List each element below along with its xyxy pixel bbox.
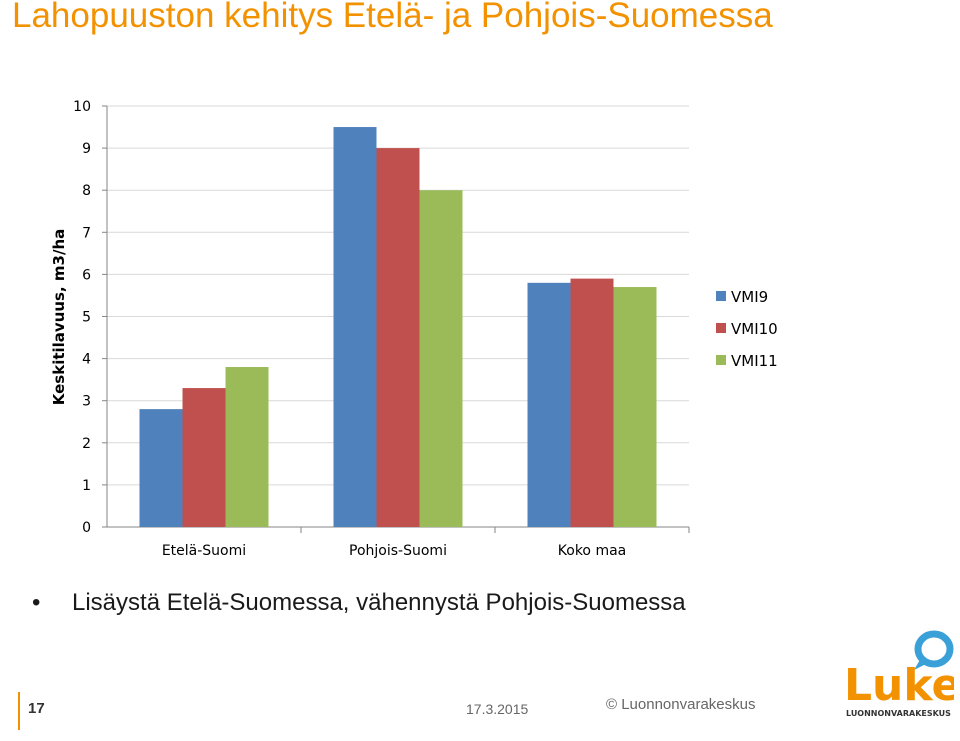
bar-chart: 0 1 2 3 4 5 6 7 8 9 10 Etelä-Suomi Pohjois-Suomi Kok… xyxy=(50,99,778,559)
bar-vmi10-2 xyxy=(570,278,614,527)
category-label: Etelä-Suomi xyxy=(162,543,246,559)
legend-swatch xyxy=(716,291,726,301)
legend-label: VMI10 xyxy=(731,320,778,338)
legend-swatch xyxy=(716,323,726,333)
bar-vmi11-1 xyxy=(419,190,463,527)
logo-subtitle: LUONNONVARAKESKUS xyxy=(846,709,951,718)
footer-date: 17.3.2015 xyxy=(466,701,529,717)
category-labels: Etelä-Suomi Pohjois-Suomi Koko maa xyxy=(162,543,626,559)
y-tick-label: 7 xyxy=(82,225,91,241)
speech-bubble-icon xyxy=(914,630,954,670)
bullet-point: • Lisäystä Etelä-Suomessa, vähennystä Poh… xyxy=(32,589,686,617)
y-tick-label: 8 xyxy=(82,183,91,199)
luke-logo: Luke LUONNONVARAKESKUS xyxy=(844,630,954,718)
y-tick-label: 5 xyxy=(82,310,91,326)
y-tick-labels: 0 1 2 3 4 5 6 7 8 9 10 xyxy=(73,99,91,536)
footer-divider xyxy=(18,692,20,730)
legend: VMI9 VMI10 VMI11 xyxy=(716,288,778,370)
logo-word: Luke xyxy=(844,660,954,711)
y-tick-label: 9 xyxy=(82,141,91,157)
bullet-text: Lisäystä Etelä-Suomessa, vähennystä Pohj… xyxy=(72,589,686,616)
bar-vmi10-1 xyxy=(376,148,420,527)
category-label: Pohjois-Suomi xyxy=(349,543,447,559)
y-tick-label: 3 xyxy=(82,394,91,410)
y-tick-label: 0 xyxy=(82,520,91,536)
y-tick-label: 2 xyxy=(82,436,91,452)
y-tick-label: 4 xyxy=(82,352,91,368)
bar-vmi9-0 xyxy=(139,409,183,527)
bar-vmi11-2 xyxy=(613,287,657,527)
y-axis-label: Keskitilavuus, m3/ha xyxy=(50,229,68,405)
bar-vmi9-2 xyxy=(527,282,571,527)
y-tick-label: 10 xyxy=(73,99,91,115)
bar-vmi11-0 xyxy=(225,367,269,527)
bullet-symbol: • xyxy=(32,589,41,616)
legend-label: VMI9 xyxy=(731,288,768,306)
bars xyxy=(139,127,657,528)
y-tick-label: 6 xyxy=(82,267,91,283)
category-label: Koko maa xyxy=(558,543,626,559)
bar-vmi9-1 xyxy=(333,127,377,528)
footer-copyright: © Luonnonvarakeskus xyxy=(606,696,756,713)
legend-swatch xyxy=(716,355,726,365)
slide-title: Lahopuuston kehitys Etelä- ja Pohjois-Su… xyxy=(12,0,773,35)
page-number: 17 xyxy=(28,700,45,717)
legend-label: VMI11 xyxy=(731,352,778,370)
y-tick-label: 1 xyxy=(82,478,91,494)
bar-vmi10-0 xyxy=(182,388,226,527)
